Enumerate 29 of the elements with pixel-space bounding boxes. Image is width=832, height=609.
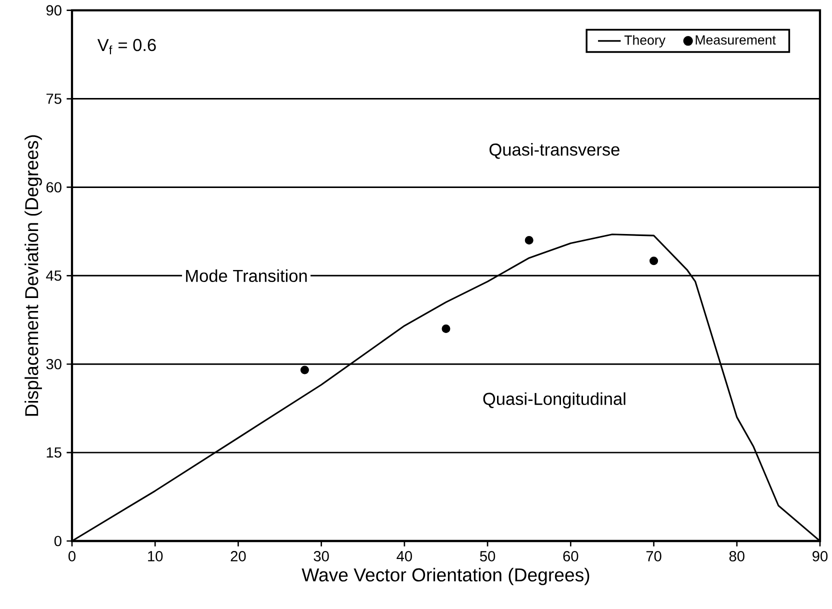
point xyxy=(650,256,658,266)
point xyxy=(524,236,534,245)
y-tick-label: 45 xyxy=(46,270,62,281)
x-tick-label: 20 xyxy=(230,551,246,562)
x-tick-label: 70 xyxy=(646,551,662,562)
x-tick-label: 50 xyxy=(480,551,496,562)
annotation: Quasi-transverse xyxy=(490,143,620,159)
annotation: Quasi-Longitudinal xyxy=(483,392,626,408)
x-tick-label: 30 xyxy=(314,551,329,562)
legend-label: Theory xyxy=(624,35,666,48)
y-tick-label: 75 xyxy=(46,94,62,104)
point xyxy=(442,324,450,333)
y-tick-label: 30 xyxy=(46,358,62,370)
x-tick-label: 80 xyxy=(729,551,744,562)
legend-label: Measurement xyxy=(696,35,776,45)
y-tick-label: 0 xyxy=(54,536,62,546)
x-tick-label: 10 xyxy=(148,551,163,562)
x-tick-label: 40 xyxy=(396,551,412,562)
y-tick-label: 60 xyxy=(46,182,62,192)
y-axis-title: Displacement Deviation (Degrees) xyxy=(24,135,42,416)
x-tick-label: 60 xyxy=(563,551,578,562)
y-tick-label: 90 xyxy=(46,5,62,16)
point xyxy=(300,366,309,374)
x-tick-label: 0 xyxy=(68,551,76,562)
x-tick-label: 90 xyxy=(812,551,828,562)
annotation: V$_{f}$ = 0.6 xyxy=(97,38,156,54)
annotation: Mode Transition xyxy=(186,269,307,282)
y-tick-label: 15 xyxy=(46,447,62,458)
x-axis-title: Wave Vector Orientation (Degrees) xyxy=(302,568,590,586)
